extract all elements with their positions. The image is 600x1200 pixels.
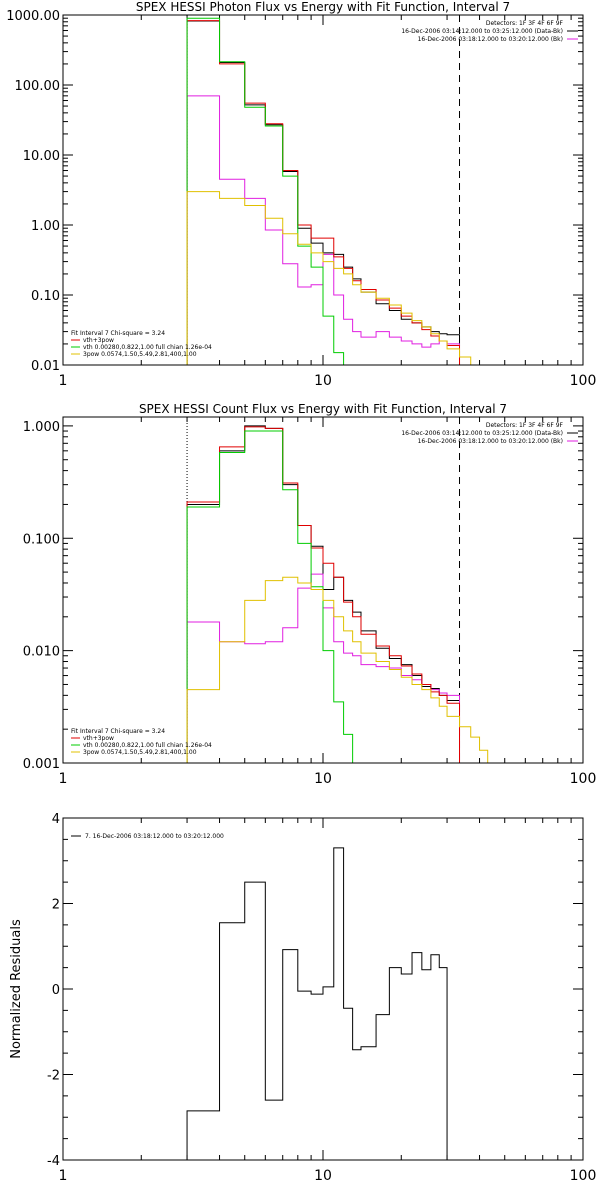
legend-text: 3pow 0.0574,1.50,5.49,2.81,400,1.00	[83, 749, 197, 756]
y-axis-label: Normalized Residuals	[9, 919, 24, 1059]
legend-text: vth+3pow	[83, 337, 114, 344]
y-tick-label: 0.100	[23, 532, 60, 547]
legend-text: vth+3pow	[83, 735, 114, 742]
top-legend-text: 16-Dec-2006 03:18:12.000 to 03:20:12.000…	[418, 438, 563, 445]
x-tick-label: 10	[314, 373, 332, 389]
y-tick-label: 10.00	[23, 149, 60, 164]
series-line-3pow	[186, 191, 481, 365]
series-line-vth-3pow	[186, 426, 461, 763]
chart-panel-2: SPEX HESSI Count Flux vs Energy with Fit…	[23, 402, 597, 787]
y-tick-label: 1.000	[23, 420, 60, 435]
chart-title: SPEX HESSI Count Flux vs Energy with Fit…	[139, 402, 507, 416]
plot-frame	[62, 416, 584, 764]
y-tick-label: 100.00	[15, 79, 61, 94]
chart-title: SPEX HESSI Photon Flux vs Energy with Fi…	[136, 0, 510, 14]
y-tick-label: 1000.00	[6, 9, 60, 24]
plot-area	[186, 417, 489, 763]
y-tick-label: 0	[52, 983, 60, 998]
legend-text: Fit Interval 7 Chi-square = 3.24	[71, 330, 165, 337]
legend-text: 3pow 0.0574,1.50,5.49,2.81,400,1.00	[83, 351, 197, 358]
x-tick-label: 100	[570, 1168, 597, 1184]
plot-frame	[62, 14, 584, 366]
series-line-3pow	[186, 576, 489, 763]
plot-area	[186, 15, 481, 365]
y-tick-label: 4	[52, 812, 60, 827]
top-legend-text: Detectors: 1F 3F 4F 6F 9F	[486, 20, 564, 27]
x-tick-label: 1	[59, 373, 68, 389]
y-tick-label: 0.01	[31, 359, 60, 374]
x-tick-label: 10	[314, 1168, 332, 1184]
x-tick-label: 10	[314, 771, 332, 787]
y-tick-label: 2	[52, 898, 60, 913]
y-tick-label: 0.001	[23, 757, 60, 772]
series-line-bk	[186, 95, 461, 365]
legend-text: vth 0.00280,0.822,1.00 full chian 1.26e-…	[83, 344, 212, 351]
chart-panel-1: SPEX HESSI Photon Flux vs Energy with Fi…	[6, 0, 597, 389]
chart-panel-3: Normalized Residuals 1 10 100 -4 -2 0 2 4 7. 16-D…	[9, 812, 597, 1184]
top-legend-text: 16-Dec-2006 03:14:12.000 to 03:25:12.000…	[401, 28, 563, 35]
y-tick-label: 0.010	[23, 645, 60, 660]
top-legend-text: 16-Dec-2006 03:18:12.000 to 03:20:12.000…	[418, 36, 563, 43]
top-legend-text: 16-Dec-2006 03:14:12.000 to 03:25:12.000…	[401, 430, 563, 437]
legend-text: Fit Interval 7 Chi-square = 3.24	[71, 728, 165, 735]
top-legend-text: Detectors: 1F 3F 4F 6F 9F	[486, 422, 564, 429]
y-tick-label: 0.10	[31, 289, 60, 304]
plot-frame	[62, 817, 584, 1161]
series-line-vth	[186, 17, 345, 365]
legend-text: 7. 16-Dec-2006 03:18:12.000 to 03:20:12.…	[85, 833, 224, 840]
x-tick-label: 100	[570, 771, 597, 787]
series-line-residuals	[186, 847, 448, 1160]
y-tick-label: -4	[47, 1154, 60, 1169]
series-line-vth	[186, 430, 362, 763]
y-tick-label: -2	[47, 1069, 60, 1084]
x-tick-label: 100	[570, 373, 597, 389]
legend-text: vth 0.00280,0.822,1.00 full chian 1.26e-…	[83, 742, 212, 749]
plot-area	[186, 847, 448, 1160]
y-tick-label: 1.00	[31, 219, 60, 234]
x-tick-label: 1	[59, 1168, 68, 1184]
x-tick-label: 1	[59, 771, 68, 787]
